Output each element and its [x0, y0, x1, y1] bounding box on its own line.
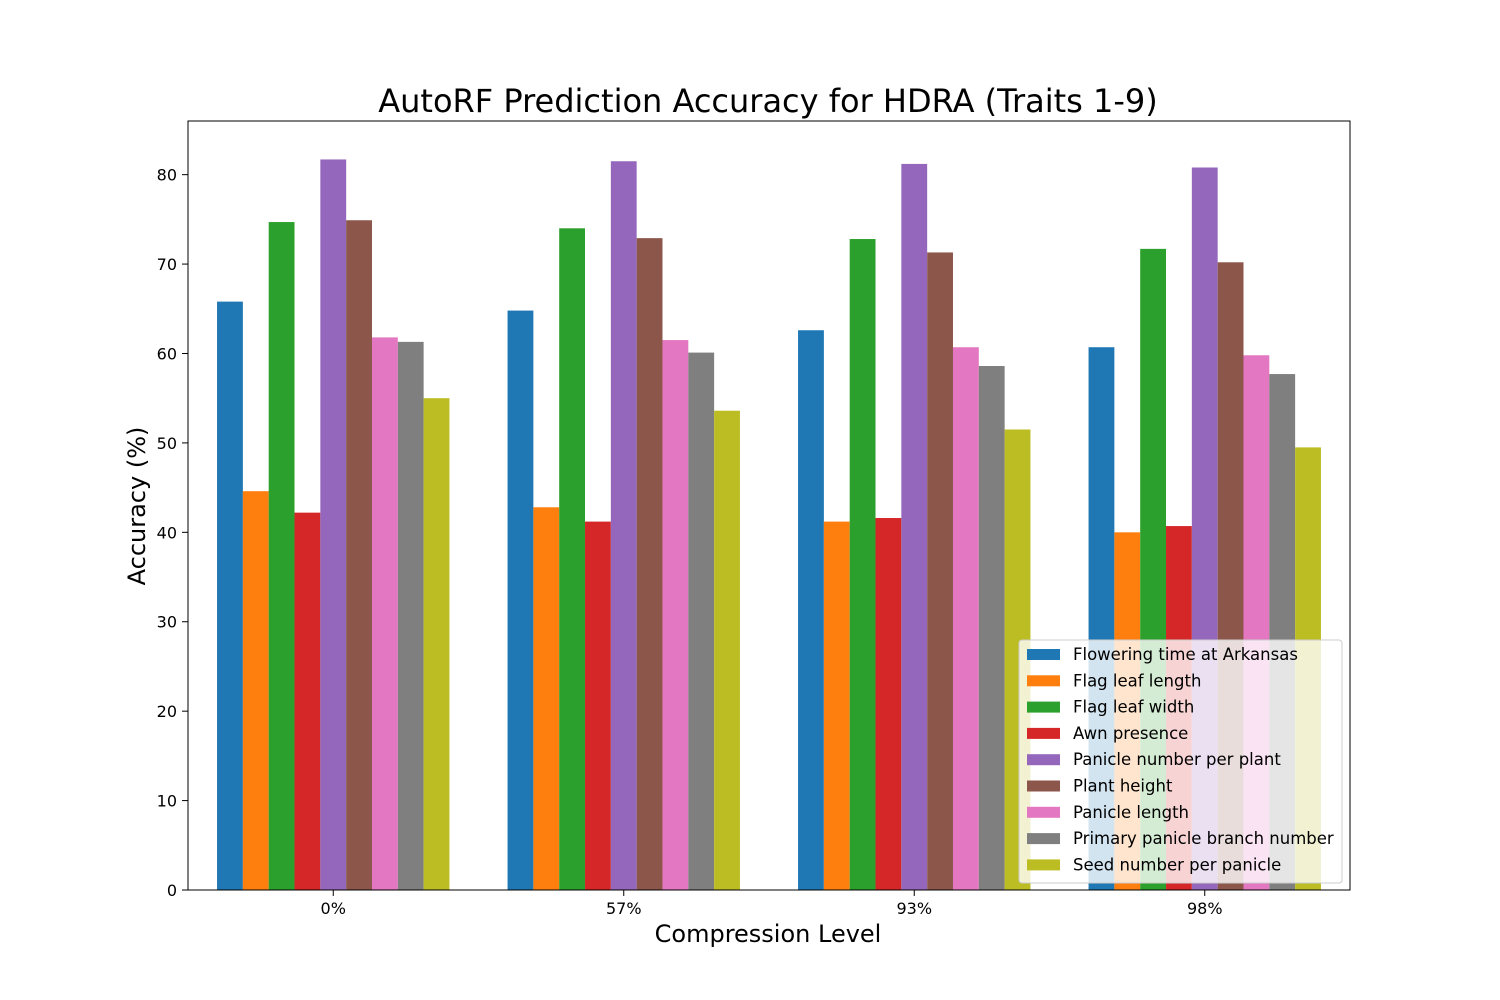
bar	[217, 301, 243, 890]
x-axis-title: Compression Level	[655, 920, 882, 948]
legend-label: Flag leaf width	[1073, 698, 1194, 717]
legend-swatch	[1027, 806, 1060, 818]
bar	[242, 491, 269, 890]
chart-title: AutoRF Prediction Accuracy for HDRA (Tra…	[378, 82, 1158, 120]
legend-label: Primary panicle branch number	[1073, 829, 1334, 848]
bar	[901, 163, 928, 891]
bar	[875, 518, 902, 890]
bar	[978, 366, 1005, 891]
y-axis-title: Accuracy (%)	[123, 427, 151, 586]
bar	[294, 512, 321, 890]
bar	[346, 220, 372, 891]
legend-label: Plant height	[1073, 777, 1173, 796]
y-tick-label: 30	[157, 613, 177, 632]
x-tick-label: 0%	[321, 899, 346, 918]
y-axis: 0 10 20 30 40 50 60 70 80	[157, 166, 188, 900]
x-tick-label: 93%	[896, 899, 932, 918]
plot-area-frame	[187, 120, 1351, 891]
x-tick-label: 57%	[606, 899, 642, 918]
bar	[371, 337, 398, 890]
x-tick-label: 98%	[1187, 899, 1223, 918]
bar	[585, 521, 611, 890]
legend-label: Awn presence	[1073, 724, 1188, 743]
legend-swatch	[1027, 701, 1060, 713]
y-tick-label: 70	[157, 255, 177, 274]
legend-box	[1018, 639, 1343, 884]
legend-label: Seed number per panicle	[1073, 855, 1281, 874]
bar	[533, 507, 560, 890]
legend-label: Flowering time at Arkansas	[1073, 645, 1298, 664]
y-tick-label: 50	[157, 434, 177, 453]
legend-label: Panicle number per plant	[1073, 750, 1281, 769]
y-tick-label: 0	[167, 881, 177, 900]
y-tick-label: 40	[157, 523, 177, 542]
bar	[268, 222, 295, 890]
legend-swatch	[1027, 675, 1060, 687]
legend-swatch	[1027, 780, 1060, 792]
legend-label: Flag leaf length	[1073, 671, 1201, 690]
legend-swatch	[1027, 833, 1060, 845]
legend: Flowering time at Arkansas Flag leaf leng…	[1018, 639, 1343, 884]
legend-label: Panicle length	[1073, 803, 1189, 822]
bar	[662, 340, 689, 891]
bar	[423, 398, 450, 890]
bar	[927, 252, 953, 891]
y-tick-label: 10	[157, 792, 177, 811]
legend-swatch	[1027, 727, 1060, 739]
bar	[952, 347, 979, 890]
bar	[714, 410, 740, 890]
y-tick-label: 60	[157, 344, 177, 363]
legend-swatch	[1027, 649, 1060, 660]
bar	[559, 228, 586, 891]
legend-swatch	[1027, 754, 1060, 766]
bar	[636, 238, 663, 890]
bar	[849, 239, 876, 890]
bar	[798, 330, 824, 891]
x-axis: 0% 57% 93% 98%	[321, 890, 1223, 918]
bar	[507, 310, 534, 890]
bar	[397, 341, 424, 890]
bar	[823, 521, 850, 890]
y-tick-label: 20	[157, 702, 177, 721]
bar	[610, 161, 637, 890]
bar	[688, 352, 715, 890]
y-tick-label: 80	[157, 166, 177, 185]
bar	[320, 159, 347, 890]
legend-swatch	[1027, 859, 1060, 871]
